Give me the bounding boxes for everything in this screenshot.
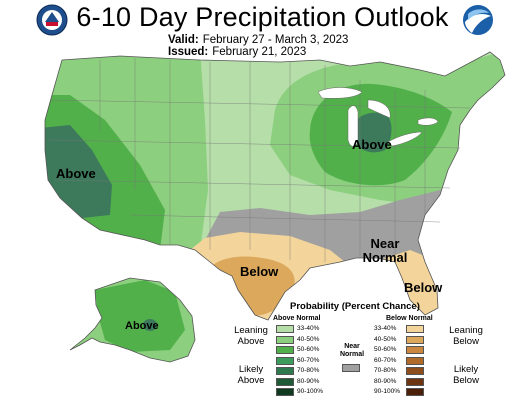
legend-above-swatch <box>276 356 294 365</box>
legend-above-header: Above Normal <box>273 315 321 322</box>
alaska-outline <box>69 277 196 363</box>
legend-below-swatch <box>406 346 424 354</box>
legend-below-range: 40-50% <box>374 335 397 343</box>
legend-above-range: 80-90% <box>297 377 320 385</box>
florida-below-label: Below <box>404 280 443 295</box>
noaa-logo-icon <box>463 5 493 35</box>
alaska-above-label: Above <box>125 320 159 332</box>
greatlakes-above-label: Above <box>352 137 392 152</box>
legend-below-range: 90-100% <box>374 388 401 395</box>
legend-below-range: 80-90% <box>374 377 397 385</box>
legend-below-range: 33-40% <box>374 325 397 332</box>
legend-below-swatch <box>406 356 424 365</box>
valid-dates: Valid: February 27 - March 3, 2023 <box>168 34 349 46</box>
noaa-doc-seal-icon <box>36 4 68 36</box>
legend-above-swatch <box>276 346 294 354</box>
west-above-label: Above <box>56 166 96 181</box>
legend-above-range: 40-50% <box>297 335 320 343</box>
legend-above-swatch <box>276 325 294 333</box>
legend-below-swatch <box>406 377 424 386</box>
near-normal-label: Near Normal <box>362 236 408 265</box>
legend-likely-above: Likely Above <box>237 364 265 386</box>
legend-below-swatch <box>406 335 424 344</box>
legend-above-swatch <box>276 388 294 396</box>
legend-below-header: Below Normal <box>386 315 433 322</box>
legend-above-range: 90-100% <box>297 388 324 395</box>
legend-near-normal-swatch <box>342 364 360 372</box>
legend-below-swatch <box>406 325 424 333</box>
legend-likely-below: Likely Below <box>453 364 479 386</box>
legend-above-swatch <box>276 367 294 375</box>
conus-outline <box>44 51 506 321</box>
legend-leaning-below: Leaning Below <box>449 325 483 347</box>
legend-above-swatch <box>276 335 294 344</box>
legend-leaning-above: Leaning Above <box>234 325 268 347</box>
legend-above-range: 33-40% <box>297 325 320 332</box>
state-boundaries <box>47 58 471 262</box>
legend-title: Probability (Percent Chance) <box>290 301 420 312</box>
great-lakes <box>317 87 439 147</box>
legend-above-swatch <box>276 377 294 386</box>
legend-below-swatch <box>406 367 424 375</box>
legend-above-range: 60-70% <box>297 356 320 364</box>
issued-date: Issued: February 21, 2023 <box>168 46 307 58</box>
legend-below-swatch <box>406 388 424 396</box>
legend-below-range: 70-80% <box>374 367 397 374</box>
legend-below-range: 50-60% <box>374 346 397 353</box>
zone-greatlakes-above-60-70 <box>354 112 392 153</box>
legend: Probability (Percent Chance) Above Norma… <box>232 300 522 404</box>
zone-texas-below-40-50 <box>210 256 295 316</box>
texas-below-label: Below <box>240 264 279 279</box>
legend-below-range: 60-70% <box>374 356 397 364</box>
legend-near-header: Near Normal <box>339 343 365 358</box>
legend-above-range: 50-60% <box>297 346 320 353</box>
page-title: 6-10 Day Precipitation Outlook <box>76 2 449 32</box>
legend-above-range: 70-80% <box>297 367 320 374</box>
